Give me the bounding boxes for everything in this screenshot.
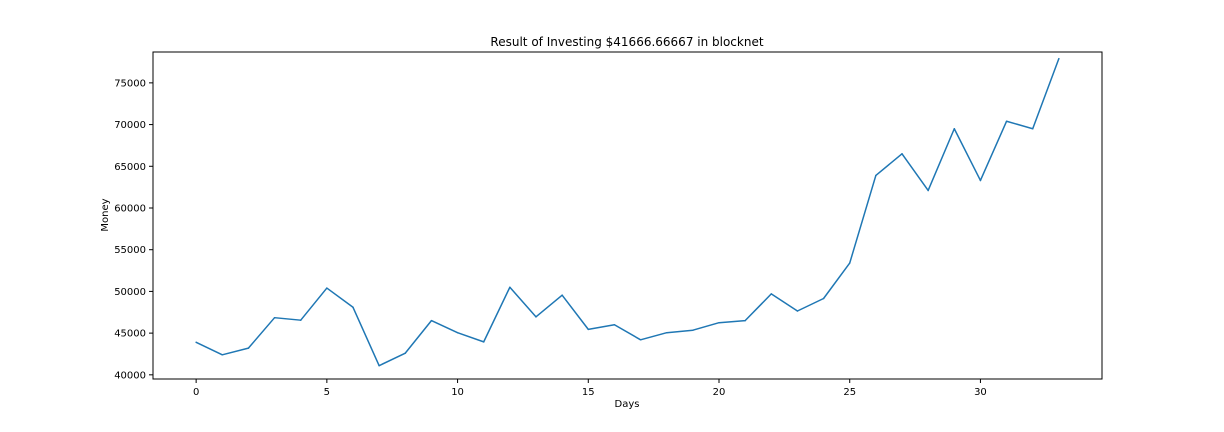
data-point (796, 310, 799, 312)
x-axis-label: Days (615, 399, 640, 410)
data-point (326, 287, 328, 289)
data-point (430, 319, 433, 322)
data-point (744, 319, 746, 322)
plot-area (152, 51, 1103, 380)
x-tick-label: 30 (974, 387, 987, 398)
chart-title: Result of Investing $41666.66667 in bloc… (490, 35, 763, 49)
data-point (692, 329, 694, 331)
data-point (273, 316, 276, 319)
data-point (482, 341, 485, 343)
x-tick-label: 20 (713, 387, 726, 398)
y-tick-label: 70000 (114, 120, 146, 131)
x-axis: 0 5 10 15 20 25 30 (193, 379, 987, 398)
plot-frame (152, 51, 1103, 380)
data-point (613, 324, 616, 326)
data-point (770, 293, 773, 295)
data-point (456, 331, 459, 334)
data-point (1005, 120, 1008, 122)
data-point (1058, 57, 1060, 60)
x-tick-label: 25 (843, 387, 856, 398)
data-point (509, 286, 511, 288)
data-point (927, 189, 929, 192)
data-point (665, 331, 668, 334)
data-point (639, 339, 642, 341)
data-point (718, 321, 720, 324)
x-tick-label: 5 (324, 387, 330, 398)
y-tick-label: 60000 (114, 203, 146, 214)
data-point (901, 153, 903, 155)
data-point (1031, 127, 1034, 130)
y-tick-label: 45000 (114, 329, 146, 340)
y-axis: 40000 45000 50000 55000 60000 65000 70000 75000 (114, 78, 153, 381)
data-point (378, 364, 380, 367)
data-point (822, 297, 825, 300)
y-tick-label: 55000 (114, 245, 146, 256)
data-point (247, 347, 250, 349)
data-points (195, 57, 1060, 367)
data-point (195, 341, 197, 344)
data-point (875, 174, 877, 177)
data-point (561, 294, 563, 296)
data-point (299, 319, 302, 321)
x-tick-label: 15 (582, 387, 595, 398)
data-point (587, 328, 590, 331)
y-axis-label: Money (100, 198, 111, 231)
y-tick-label: 65000 (114, 162, 146, 173)
data-point (953, 127, 956, 130)
x-tick-label: 0 (193, 387, 199, 398)
data-point (404, 352, 407, 354)
data-point (979, 179, 982, 182)
data-point (221, 354, 224, 356)
y-tick-label: 75000 (114, 78, 146, 89)
data-point (352, 306, 354, 309)
x-tick-label: 10 (451, 387, 464, 398)
data-point (535, 316, 537, 318)
series-line (195, 58, 1060, 367)
y-tick-label: 50000 (114, 287, 146, 298)
data-point (848, 262, 851, 264)
y-tick-label: 40000 (114, 370, 146, 381)
